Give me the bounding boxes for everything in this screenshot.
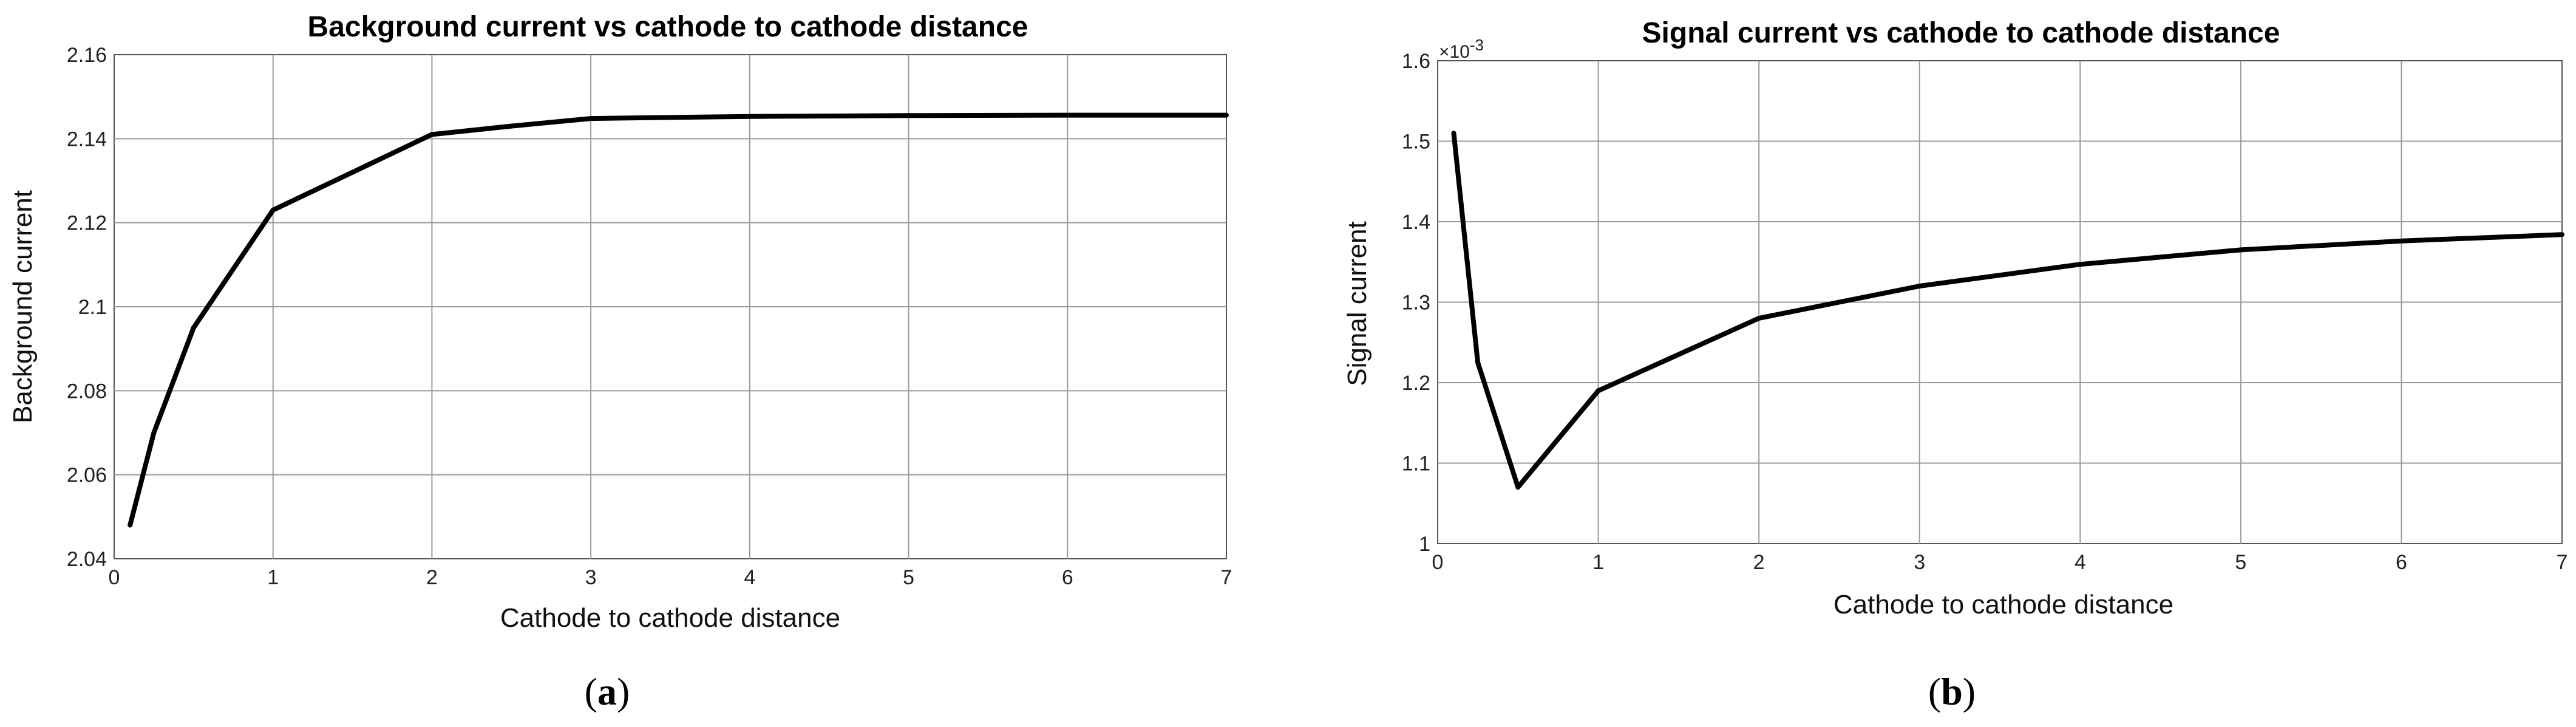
chart-b-data-point [2078, 262, 2083, 267]
chart-a-data-point [127, 522, 133, 528]
chart-a-y-tick-label: 2.04 [67, 548, 107, 571]
chart-b-x-axis-label: Cathode to cathode distance [1833, 590, 2173, 619]
chart-a-caption-letter: a [597, 670, 617, 713]
chart-b-x-tick-label: 2 [1753, 551, 1765, 574]
chart-a-points [127, 112, 1229, 528]
chart-a-data-point [270, 207, 276, 213]
chart-a-x-tick-label: 1 [267, 566, 279, 589]
chart-a-data-point [151, 430, 157, 435]
chart-a-x-ticks: 0 1 2 3 4 5 6 7 [109, 566, 1232, 589]
chart-a-x-tick-label: 4 [744, 566, 755, 589]
chart-a-x-tick-label: 0 [109, 566, 120, 589]
chart-a-x-tick-label: 2 [426, 566, 438, 589]
chart-a-grid [114, 55, 1226, 559]
chart-a-y-tick-label: 2.1 [78, 296, 107, 319]
chart-b-data-point [1451, 131, 1456, 136]
chart-b: Signal current vs cathode to cathode dis… [1342, 17, 2568, 713]
chart-a-caption-open: ( [585, 670, 597, 713]
chart-b-y-tick-label: 1.3 [1402, 292, 1430, 315]
chart-a-x-axis-label: Cathode to cathode distance [500, 603, 840, 633]
chart-a-data-point [906, 113, 911, 118]
chart-a-y-ticks: 2.04 2.06 2.08 2.1 2.12 2.14 2.16 [67, 44, 107, 571]
chart-a-data-point [588, 116, 594, 121]
chart-a-y-tick-label: 2.16 [67, 44, 107, 67]
chart-a-data-point [191, 325, 196, 330]
chart-b-y-axis-label: Signal current [1342, 221, 1372, 386]
chart-b-data-point [1515, 485, 1521, 490]
chart-a-data-point [747, 114, 752, 119]
chart-b-x-tick-label: 6 [2396, 551, 2407, 574]
chart-a-y-tick-label: 2.08 [67, 380, 107, 403]
chart-b-x-ticks: 0 1 2 3 4 5 6 7 [1432, 551, 2568, 574]
chart-b-y-multiplier-exp: -3 [1470, 36, 1484, 54]
chart-a-x-tick-label: 5 [903, 566, 914, 589]
chart-b-points [1451, 131, 2564, 490]
chart-a-y-tick-label: 2.06 [67, 464, 107, 487]
chart-b-data-point [1917, 284, 1922, 288]
chart-b-data-point [1756, 316, 1762, 321]
chart-a-title: Background current vs cathode to cathode… [308, 11, 1028, 43]
chart-a-series-line [127, 112, 1226, 526]
chart-b-y-tick-label: 1.2 [1402, 372, 1430, 395]
chart-b-x-tick-label: 5 [2235, 551, 2246, 574]
chart-b-y-tick-label: 1.6 [1402, 50, 1430, 73]
chart-b-data-point [2399, 238, 2404, 244]
chart-b-y-tick-label: 1.1 [1402, 452, 1430, 476]
chart-b-x-tick-label: 0 [1432, 551, 1444, 574]
chart-b-series-line [1451, 132, 2563, 490]
chart-a-y-axis-label: Background current [8, 190, 38, 423]
chart-b-data-point [2560, 232, 2564, 237]
chart-b-caption-close: ) [1963, 670, 1976, 713]
chart-a-data-point [1224, 112, 1229, 118]
chart-a: Background current vs cathode to cathode… [8, 11, 1232, 713]
chart-a-data-point [509, 123, 514, 129]
chart-a-x-tick-label: 7 [1221, 566, 1232, 589]
chart-b-grid [1438, 61, 2562, 544]
chart-b-title: Signal current vs cathode to cathode dis… [1642, 17, 2280, 49]
chart-b-y-multiplier: ×10-3 [1439, 36, 1484, 62]
chart-a-data-point [1065, 112, 1070, 118]
chart-b-caption: (b) [1928, 670, 1976, 713]
chart-b-data-point [1475, 360, 1481, 365]
chart-b-data-point [1596, 388, 1601, 394]
chart-b-y-multiplier-base: ×10 [1439, 42, 1470, 62]
chart-b-y-ticks: 1 1.1 1.2 1.3 1.4 1.5 1.6 [1402, 50, 1430, 556]
chart-b-x-tick-label: 3 [1914, 551, 1925, 574]
chart-b-x-tick-label: 4 [2075, 551, 2086, 574]
chart-b-y-tick-label: 1.4 [1402, 211, 1430, 234]
chart-b-caption-letter: b [1941, 670, 1963, 713]
chart-a-caption-close: ) [617, 670, 630, 713]
chart-b-y-tick-label: 1 [1419, 533, 1430, 556]
chart-b-y-tick-label: 1.5 [1402, 131, 1430, 154]
chart-b-x-tick-label: 1 [1592, 551, 1604, 574]
chart-b-x-tick-label: 7 [2557, 551, 2568, 574]
chart-a-x-tick-label: 3 [585, 566, 597, 589]
chart-a-x-tick-label: 6 [1062, 566, 1073, 589]
chart-b-caption-open: ( [1928, 670, 1941, 713]
chart-a-y-tick-label: 2.12 [67, 212, 107, 235]
chart-b-data-point [2238, 247, 2243, 253]
chart-a-data-point [429, 132, 435, 137]
chart-a-caption: (a) [585, 670, 630, 713]
chart-a-y-tick-label: 2.14 [67, 128, 107, 151]
